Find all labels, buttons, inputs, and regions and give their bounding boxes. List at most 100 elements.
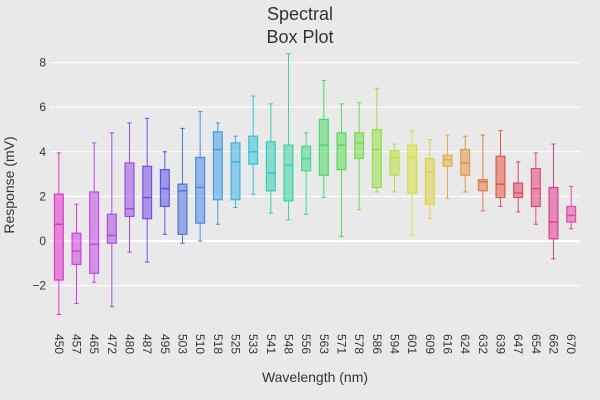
box-525 [230, 135, 241, 209]
box-body [495, 155, 506, 199]
x-tick-label: 495 [158, 334, 172, 354]
x-tick-label: 571 [335, 334, 349, 354]
x-tick-label: 563 [317, 334, 331, 354]
y-tick-label: 4 [39, 145, 46, 159]
x-tick-label: 487 [140, 334, 154, 354]
box-548 [283, 53, 294, 221]
x-tick-label: 601 [405, 334, 419, 354]
y-tick-label: −2 [32, 279, 46, 293]
box-body [177, 183, 188, 235]
box-body [407, 144, 418, 194]
x-tick-label: 503 [176, 334, 190, 354]
box-body [195, 156, 206, 224]
chart-title-line-1: Spectral [267, 4, 333, 24]
x-tick-label: 480 [123, 334, 137, 354]
box-480 [124, 122, 135, 253]
box-body [389, 150, 400, 176]
box-503 [177, 127, 188, 244]
box-624 [460, 135, 471, 193]
box-670 [566, 185, 577, 230]
box-472 [106, 132, 117, 308]
x-tick-label: 457 [70, 334, 84, 354]
x-tick-label: 616 [441, 334, 455, 354]
box-body [442, 154, 453, 167]
y-tick-label: 6 [39, 100, 46, 114]
box-body [548, 186, 559, 240]
box-662 [548, 143, 559, 260]
x-axis-label: Wavelength (nm) [262, 369, 368, 385]
box-578 [354, 102, 365, 211]
box-647 [513, 161, 524, 213]
box-body [71, 232, 82, 266]
x-tick-label: 609 [423, 334, 437, 354]
boxes-layer [53, 53, 577, 316]
x-tick-label: 510 [193, 334, 207, 354]
plot-area [50, 46, 580, 320]
box-654 [530, 152, 541, 225]
x-tick-label: 556 [299, 334, 313, 354]
box-556 [301, 132, 312, 215]
box-body [371, 128, 382, 189]
box-457 [71, 203, 82, 304]
box-body [106, 213, 117, 244]
x-tick-label: 662 [547, 334, 561, 354]
x-tick-label: 632 [476, 334, 490, 354]
box-body [318, 118, 329, 176]
box-body [354, 132, 365, 160]
box-563 [318, 79, 329, 199]
box-616 [442, 134, 453, 200]
x-tick-label: 654 [529, 334, 543, 354]
x-tick-label: 465 [87, 334, 101, 354]
box-body [53, 193, 64, 281]
box-465 [89, 142, 100, 283]
box-594 [389, 143, 400, 193]
box-533 [248, 95, 259, 195]
x-tick-label: 647 [511, 334, 525, 354]
box-body [477, 179, 488, 192]
box-541 [265, 103, 276, 214]
box-body [566, 205, 577, 223]
x-tick-label: 525 [229, 334, 243, 354]
x-tick-label: 533 [246, 334, 260, 354]
grid-lines [50, 62, 580, 287]
x-tick-label: 670 [564, 334, 578, 354]
box-body [124, 162, 135, 218]
x-tick-label: 639 [494, 334, 508, 354]
chart-title-line-2: Box Plot [266, 27, 333, 47]
y-tick-label: 2 [39, 189, 46, 203]
box-609 [424, 139, 435, 220]
box-495 [159, 151, 170, 235]
box-body [230, 142, 241, 201]
box-487 [142, 117, 153, 263]
box-body [283, 144, 294, 202]
x-tick-label: 450 [52, 334, 66, 354]
box-639 [495, 130, 506, 207]
box-body [212, 131, 223, 201]
x-tick-label: 586 [370, 334, 384, 354]
box-body [336, 132, 347, 171]
y-tick-label: 0 [39, 234, 46, 248]
x-tick-label: 594 [388, 334, 402, 354]
box-450 [53, 152, 64, 316]
box-body [530, 167, 541, 208]
y-tick-label: 8 [39, 56, 46, 70]
box-body [89, 191, 100, 274]
box-body [142, 165, 153, 220]
box-601 [407, 130, 418, 236]
box-body [265, 141, 276, 192]
x-tick-label: 541 [264, 334, 278, 354]
box-586 [371, 87, 382, 193]
y-axis-ticks: −2 0 2 4 6 8 [32, 56, 46, 293]
box-body [424, 157, 435, 205]
x-tick-label: 472 [105, 334, 119, 354]
y-axis-label: Response (mV) [1, 136, 17, 233]
box-510 [195, 111, 206, 242]
box-body [248, 135, 259, 165]
box-571 [336, 103, 347, 238]
x-tick-label: 548 [282, 334, 296, 354]
box-632 [477, 134, 488, 212]
x-tick-label: 624 [458, 334, 472, 354]
x-tick-label: 518 [211, 334, 225, 354]
box-518 [212, 122, 223, 225]
